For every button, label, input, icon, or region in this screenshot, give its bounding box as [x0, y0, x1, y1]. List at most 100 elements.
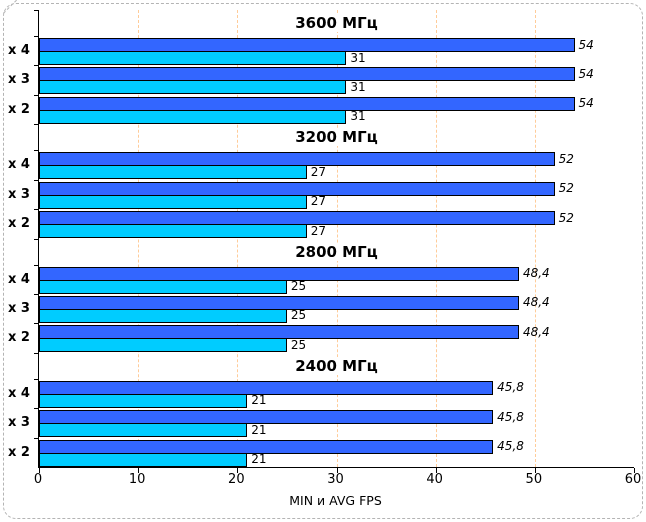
corner-fold-decoration: [3, 0, 21, 14]
bar-row: x 2 52 27: [8, 209, 634, 239]
avg-bar: [39, 181, 555, 196]
bar-row: x 3 48,4 25: [8, 294, 634, 323]
x-tick-label: 40: [426, 472, 443, 487]
min-value-label: 21: [251, 393, 267, 408]
min-line: 25: [39, 338, 634, 353]
gridline: [336, 10, 338, 467]
min-bar: [39, 393, 248, 408]
y-tick: [34, 180, 39, 181]
y-tick: [34, 124, 39, 125]
avg-value-label: 45,8: [497, 439, 524, 454]
y-tick: [34, 438, 39, 439]
y-tick: [34, 353, 39, 354]
bar-row: x 3 54 31: [8, 65, 634, 95]
group-title: 2800 МГц: [39, 239, 634, 265]
group-title: 2400 МГц: [39, 353, 634, 379]
group-title-text: 2800 МГц: [290, 242, 383, 261]
gridline: [138, 10, 140, 467]
avg-line: 52: [39, 210, 634, 226]
y-tick: [34, 36, 39, 37]
avg-line: 52: [39, 181, 634, 196]
bar-group: 2400 МГц x 4 45,8 21 x 3 45,8 21 x 2 45,8 21: [8, 353, 634, 467]
row-label: x 2: [8, 444, 30, 460]
avg-value-label: 54: [578, 96, 594, 111]
min-line: 31: [39, 51, 634, 65]
bar-row: x 2 45,8 21: [8, 438, 634, 467]
y-tick: [34, 209, 39, 210]
min-line: 27: [39, 194, 634, 209]
row-label: x 3: [8, 72, 30, 88]
avg-line: 45,8: [39, 380, 634, 395]
min-line: 31: [39, 109, 634, 124]
y-tick: [34, 323, 39, 324]
avg-value-label: 52: [558, 210, 574, 225]
avg-value-label: 48,4: [522, 266, 550, 280]
x-tick-label: 10: [128, 472, 146, 487]
avg-value-label: 45,8: [497, 380, 524, 395]
y-tick: [34, 239, 39, 240]
min-bar: [39, 308, 287, 323]
group-title-text: 3200 МГц: [290, 128, 383, 147]
min-bar: [39, 80, 347, 95]
avg-line: 48,4: [39, 295, 634, 310]
y-tick: [34, 379, 39, 380]
avg-line: 45,8: [39, 410, 634, 425]
avg-line: 52: [39, 151, 634, 167]
x-tick: [435, 468, 437, 473]
row-label: x 4: [8, 271, 30, 287]
avg-line: 48,4: [39, 266, 634, 281]
group-rows: x 4 52 27 x 3 52 27 x 2 52 27: [8, 150, 634, 239]
row-label: x 4: [8, 43, 30, 58]
x-tick: [534, 468, 536, 473]
group-rows: x 4 54 31 x 3 54 31 x 2 54 31: [8, 36, 634, 124]
avg-value-label: 54: [578, 37, 594, 52]
avg-bar: [39, 152, 555, 167]
min-value-label: 31: [350, 50, 366, 65]
group-title-text: 2400 МГц: [290, 356, 383, 375]
min-value-label: 25: [290, 279, 307, 293]
min-value-label: 27: [310, 194, 327, 209]
row-label: x 3: [8, 415, 30, 431]
avg-bar: [39, 380, 494, 395]
avg-value-label: 52: [558, 181, 574, 196]
min-bar: [39, 51, 347, 65]
avg-line: 54: [39, 38, 634, 52]
row-label: x 2: [8, 101, 30, 117]
avg-line: 48,4: [39, 325, 634, 340]
bar-row: x 2 54 31: [8, 95, 634, 124]
min-bar: [39, 279, 287, 294]
x-axis-labels: 0 10 20 30 40 50 60: [34, 472, 641, 489]
min-line: 21: [39, 452, 634, 467]
gridline: [435, 10, 437, 467]
bar-group: 2800 МГц x 4 48,4 25 x 3 48,4 25 x 2 48,4 25: [8, 239, 634, 353]
min-bar: [39, 224, 307, 239]
row-label: x 4: [8, 157, 30, 173]
y-tick: [34, 10, 39, 11]
avg-line: 45,8: [39, 439, 634, 454]
min-bar: [39, 338, 287, 353]
bar-row: x 4 52 27: [8, 150, 634, 180]
avg-value-label: 52: [558, 151, 574, 166]
x-tick-label: 60: [624, 472, 642, 487]
x-tick: [634, 468, 635, 473]
min-value-label: 31: [350, 79, 366, 94]
avg-bar: [39, 439, 494, 454]
y-tick: [34, 150, 39, 151]
min-line: 21: [39, 423, 634, 438]
avg-value-label: 48,4: [522, 295, 550, 310]
bar-groups: 3600 МГц x 4 54 31 x 3 54 31 x 2 54 31 3200 МГц x 4…: [8, 10, 634, 467]
min-bar: [39, 109, 347, 124]
row-label: x 2: [8, 330, 30, 346]
x-tick: [237, 468, 239, 473]
bar-row: x 2 48,4 25: [8, 323, 634, 353]
bar-row: x 4 45,8 21: [8, 379, 634, 408]
avg-bar: [39, 410, 494, 425]
x-tick-label: 30: [327, 472, 344, 487]
x-axis-title: MIN и AVG FPS: [289, 493, 382, 508]
avg-bar: [39, 67, 575, 82]
min-bar: [39, 194, 307, 209]
min-value-label: 31: [350, 109, 366, 124]
x-tick-label: 0: [33, 472, 43, 487]
plot-area: 3600 МГц x 4 54 31 x 3 54 31 x 2 54 31 3200 МГц x 4…: [8, 10, 635, 473]
bar-row: x 4 48,4 25: [8, 265, 634, 294]
